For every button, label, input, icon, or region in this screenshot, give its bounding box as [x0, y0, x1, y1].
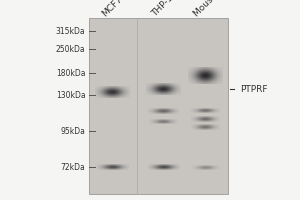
Text: 130kDa: 130kDa [56, 90, 85, 99]
Text: 180kDa: 180kDa [56, 68, 86, 77]
Text: 315kDa: 315kDa [56, 26, 85, 36]
Text: 95kDa: 95kDa [61, 127, 85, 136]
Text: MCF7: MCF7 [100, 0, 124, 18]
Text: Mouse liver: Mouse liver [192, 0, 235, 18]
Bar [88, 18, 228, 194]
Text: 72kDa: 72kDa [61, 162, 85, 171]
Text: PTPRF: PTPRF [240, 84, 268, 94]
Text: 250kDa: 250kDa [56, 45, 85, 53]
Text: THP-1: THP-1 [150, 0, 175, 18]
